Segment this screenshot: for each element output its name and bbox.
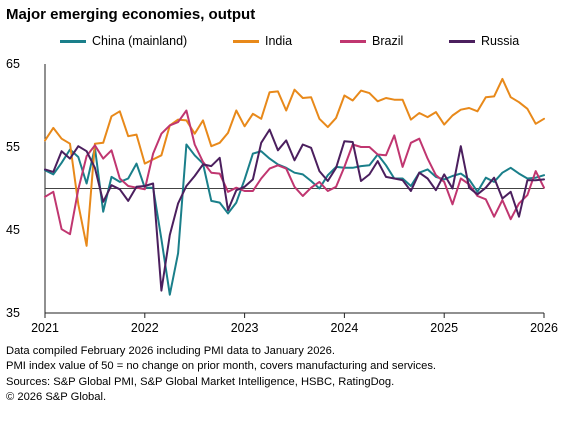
x-tick-label: 2025: [430, 321, 458, 335]
legend-swatch-india: [233, 39, 259, 43]
chart-plot: 35 45 55 65 2021 2022 2023 2024 2025 2026: [6, 57, 558, 335]
legend-item-india: India: [233, 34, 292, 48]
note-line: Data compiled February 2026 including PM…: [6, 345, 335, 357]
legend-swatch-russia: [449, 39, 475, 43]
y-tick-label: 55: [6, 140, 20, 154]
legend-swatch-china: [60, 39, 86, 43]
x-tick-label: 2023: [231, 321, 259, 335]
x-tick-label: 2022: [131, 321, 159, 335]
y-tick-label: 35: [6, 306, 20, 320]
legend-label-china: China (mainland): [92, 34, 188, 48]
legend-item-russia: Russia: [449, 34, 519, 48]
legend-item-brazil: Brazil: [340, 34, 403, 48]
note-line: © 2026 S&P Global.: [6, 390, 107, 403]
series-line-russia: [44, 128, 545, 292]
legend-swatch-brazil: [340, 39, 366, 43]
x-tick-label: 2024: [330, 321, 358, 335]
legend-label-russia: Russia: [481, 34, 520, 48]
legend-label-brazil: Brazil: [372, 34, 404, 48]
legend-label-india: India: [265, 34, 293, 48]
chart-notes: Data compiled February 2026 including PM…: [6, 344, 436, 405]
series-line-china-mainland: [44, 143, 545, 296]
legend-item-china: China (mainland): [60, 34, 187, 48]
x-tick-label: 2026: [530, 321, 558, 335]
chart-title: Major emerging economies, output: [6, 6, 256, 23]
note-line: PMI index value of 50 = no change on pri…: [6, 360, 437, 373]
note-line: Sources: S&P Global PMI, S&P Global Mark…: [6, 375, 395, 388]
y-tick-label: 65: [6, 57, 20, 71]
series-line-india: [44, 77, 545, 247]
series-line-brazil: [44, 109, 545, 236]
chart-legend: China (mainland) India Brazil Russia: [0, 34, 562, 56]
y-tick-label: 45: [6, 223, 20, 237]
x-tick-label: 2021: [31, 321, 59, 335]
